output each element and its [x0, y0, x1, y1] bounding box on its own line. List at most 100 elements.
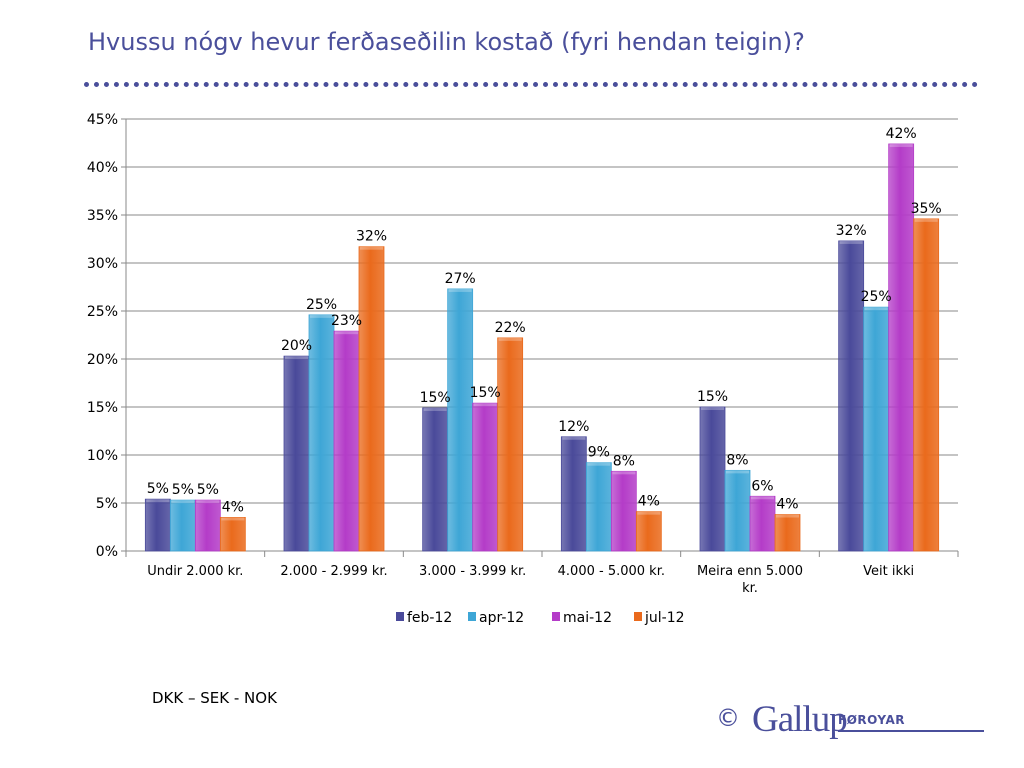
data-label: 12% — [558, 419, 589, 435]
bar-apr-12 — [169, 499, 196, 552]
bar-highlight — [360, 246, 383, 250]
bar-jul-12 — [219, 517, 246, 552]
y-tick-label: 25% — [87, 304, 118, 320]
currency-note: DKK – SEK - NOK — [152, 689, 277, 707]
legend: feb-12 apr-12 mai-12 jul-12 — [396, 610, 685, 626]
data-label: 23% — [331, 313, 362, 329]
data-label: 5% — [172, 482, 194, 498]
bar-apr-12 — [585, 462, 612, 552]
data-label: 4% — [776, 497, 798, 513]
bar-highlight — [335, 331, 358, 335]
bar-highlight — [776, 514, 799, 518]
bar-highlight — [146, 499, 170, 503]
data-label: 6% — [751, 478, 773, 494]
bar-jul-12 — [774, 514, 801, 552]
gallup-logo: Gallup — [752, 699, 848, 740]
bar-feb-12 — [838, 240, 865, 552]
bar-highlight — [473, 403, 497, 407]
bar-highlight — [285, 356, 308, 360]
bar-feb-12 — [283, 355, 310, 552]
legend-label-mai-12: mai-12 — [563, 610, 612, 626]
bar-highlight — [726, 470, 749, 474]
data-label: 9% — [588, 445, 610, 461]
bar-highlight — [498, 337, 522, 341]
y-tick-label: 0% — [96, 544, 118, 560]
grid-lines — [126, 118, 958, 552]
bar-mai-12 — [333, 330, 360, 552]
x-tick-label: 4.000 - 5.000 kr. — [558, 564, 665, 579]
bar-highlight — [889, 143, 913, 147]
bar-highlight — [562, 436, 586, 440]
data-label: 42% — [886, 126, 917, 142]
data-label: 15% — [420, 390, 451, 406]
bar-highlight — [751, 496, 774, 500]
data-label: 5% — [147, 481, 169, 497]
bar-highlight — [701, 407, 724, 410]
bar-apr-12 — [863, 306, 890, 552]
y-tick-label: 15% — [87, 400, 118, 416]
y-tick-label: 45% — [87, 112, 118, 128]
legend-swatch-feb-12 — [396, 612, 404, 621]
data-label: 25% — [306, 297, 337, 313]
logo-underline — [838, 730, 984, 732]
bar-highlight — [637, 511, 661, 515]
data-label: 25% — [861, 289, 892, 305]
data-label: 4% — [638, 494, 660, 510]
bar-mai-12 — [610, 470, 637, 552]
data-label: 32% — [356, 229, 387, 245]
x-tick-label: Undir 2.000 kr. — [147, 564, 243, 579]
bar-highlight — [914, 218, 938, 222]
bar-jul-12 — [358, 246, 385, 552]
bar-highlight — [612, 471, 636, 475]
bar-feb-12 — [144, 498, 171, 552]
data-label: 27% — [445, 271, 476, 287]
y-tick-label: 35% — [87, 208, 118, 224]
y-tick-label: 30% — [87, 256, 118, 272]
data-label: 4% — [222, 499, 244, 515]
bar-jul-12 — [497, 337, 524, 552]
x-tick-label: 3.000 - 3.999 kr. — [419, 564, 526, 579]
bar-apr-12 — [308, 314, 335, 552]
bar-highlight — [864, 307, 888, 311]
x-tick-label: kr. — [742, 581, 758, 596]
bar-jul-12 — [635, 511, 662, 552]
bars — [144, 143, 940, 552]
legend-swatch-jul-12 — [634, 612, 642, 621]
y-tick-label: 10% — [87, 448, 118, 464]
y-tick-label: 40% — [87, 160, 118, 176]
bar-mai-12 — [194, 499, 221, 552]
bar-jul-12 — [913, 218, 940, 552]
bar-mai-12 — [472, 402, 499, 552]
axes: 0% 5% 10% 15% 20% 25% 30% 35% 40% 45% Undir 2.000 … — [87, 112, 959, 596]
data-label: 8% — [726, 452, 748, 468]
legend-swatch-mai-12 — [552, 612, 560, 621]
y-tick-label: 20% — [87, 352, 118, 368]
bar-highlight — [839, 240, 863, 244]
data-label: 20% — [281, 338, 312, 354]
data-label: 32% — [836, 223, 867, 239]
bar-feb-12 — [422, 407, 449, 552]
data-label: 15% — [470, 385, 501, 401]
gallup-logo-subtitle: FØROYAR — [838, 713, 905, 727]
bar-highlight — [423, 407, 447, 411]
page-title: Hvussu nógv hevur ferðaseðilin kostað (f… — [88, 28, 805, 56]
legend-swatch-apr-12 — [468, 612, 476, 621]
bar-highlight — [171, 500, 195, 504]
legend-label-feb-12: feb-12 — [407, 610, 452, 626]
bar-highlight — [196, 500, 220, 504]
x-tick-label: Veit ikki — [863, 564, 914, 579]
bar-highlight — [587, 462, 611, 466]
bar-apr-12 — [724, 469, 751, 552]
bar-highlight — [221, 517, 245, 521]
bar-feb-12 — [560, 436, 587, 552]
bar-feb-12 — [699, 406, 726, 552]
data-label: 8% — [613, 453, 635, 469]
bar-highlight — [448, 288, 472, 292]
x-tick-label: 2.000 - 2.999 kr. — [280, 564, 387, 579]
copyright-symbol: © — [716, 704, 740, 732]
data-label: 22% — [495, 320, 526, 336]
data-labels: 5%20%15%12%15%32%5%25%27%9% 8%25%5%23%15%… — [147, 126, 942, 515]
legend-label-jul-12: jul-12 — [644, 610, 685, 626]
x-tick-label: Meira enn 5.000 — [697, 564, 803, 579]
